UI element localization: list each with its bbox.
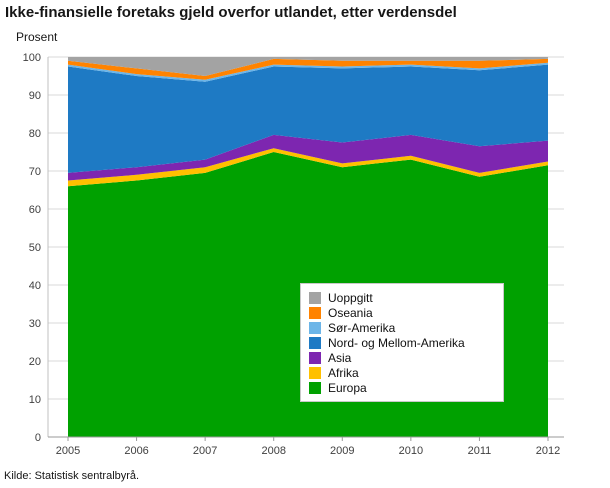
legend-item[interactable]: Sør-Amerika (309, 320, 495, 335)
svg-text:60: 60 (29, 204, 41, 216)
svg-text:2011: 2011 (468, 445, 492, 457)
svg-text:90: 90 (29, 90, 41, 102)
svg-text:20: 20 (29, 356, 41, 368)
legend-swatch (309, 291, 321, 304)
svg-text:100: 100 (23, 52, 41, 64)
legend-label: Oseania (328, 305, 373, 320)
legend-label: Europa (328, 380, 367, 395)
svg-text:2009: 2009 (330, 445, 354, 457)
svg-text:2008: 2008 (261, 445, 285, 457)
svg-text:2007: 2007 (193, 445, 217, 457)
legend-item[interactable]: Asia (309, 350, 495, 365)
svg-text:80: 80 (29, 128, 41, 140)
svg-text:30: 30 (29, 318, 41, 330)
y-axis-unit-label: Prosent (16, 30, 58, 44)
legend-item[interactable]: Uoppgitt (309, 290, 495, 305)
source-note: Kilde: Statistisk sentralbyrå. (4, 470, 140, 482)
svg-text:2010: 2010 (399, 445, 423, 457)
svg-text:2005: 2005 (56, 445, 80, 457)
legend-label: Sør-Amerika (328, 320, 396, 335)
legend-swatch (309, 381, 321, 394)
legend-label: Afrika (328, 365, 359, 380)
legend-item[interactable]: Nord- og Mellom-Amerika (309, 335, 495, 350)
svg-text:2006: 2006 (124, 445, 148, 457)
legend-swatch (309, 351, 321, 364)
legend-label: Asia (328, 350, 352, 365)
svg-text:50: 50 (29, 242, 41, 254)
legend-item[interactable]: Europa (309, 380, 495, 395)
legend-label: Nord- og Mellom-Amerika (328, 335, 465, 350)
legend-item[interactable]: Afrika (309, 365, 495, 380)
legend-swatch (309, 306, 321, 319)
legend-swatch (309, 336, 321, 349)
legend-swatch (309, 366, 321, 379)
svg-text:40: 40 (29, 280, 41, 292)
legend: Uoppgitt Oseania Sør-Amerika Nord- og Mello… (300, 283, 504, 402)
legend-item[interactable]: Oseania (309, 305, 495, 320)
svg-text:10: 10 (29, 394, 41, 406)
legend-label: Uoppgitt (328, 290, 373, 305)
legend-swatch (309, 321, 321, 334)
svg-text:0: 0 (35, 432, 41, 444)
svg-text:2012: 2012 (536, 445, 560, 457)
chart-title: Ikke-finansielle foretaks gjeld overfor … (5, 4, 457, 21)
svg-text:70: 70 (29, 166, 41, 178)
